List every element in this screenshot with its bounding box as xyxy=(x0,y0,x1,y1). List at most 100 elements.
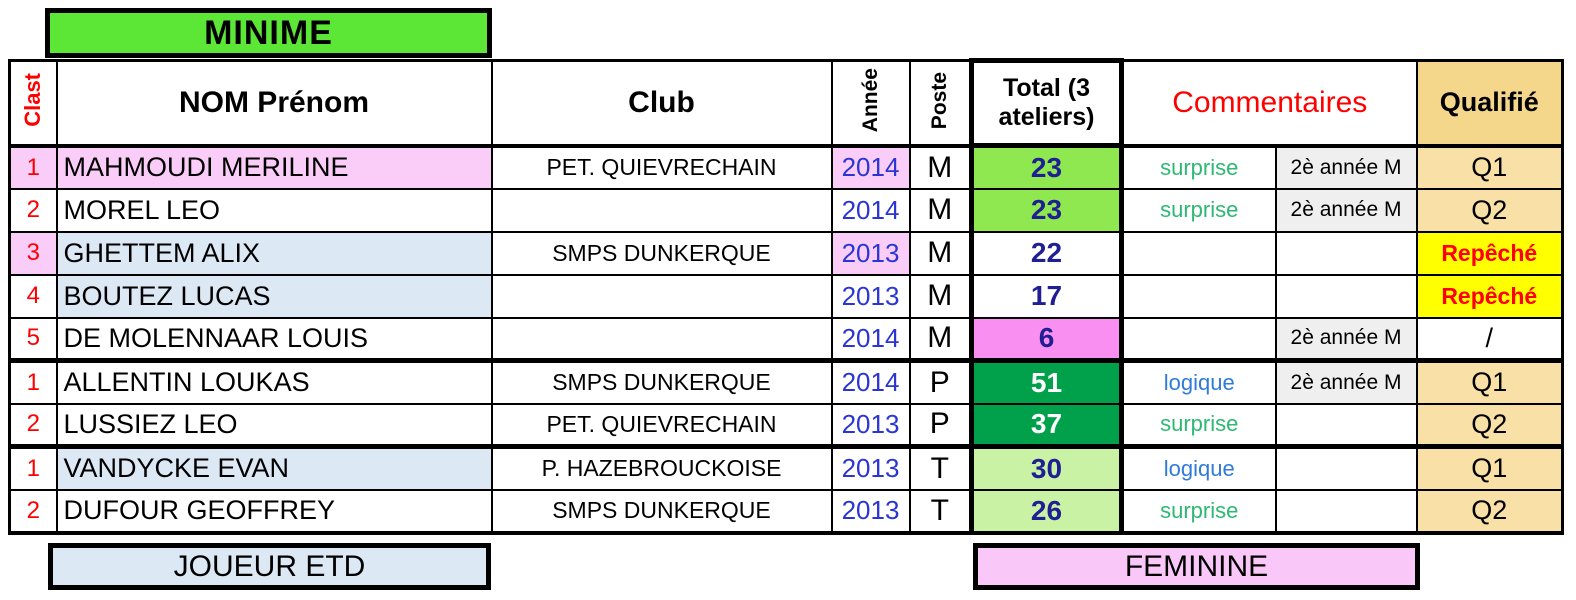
table-header-row: Clast NOM Prénom Club Année Poste Total … xyxy=(8,58,1564,148)
results-table: Clast NOM Prénom Club Année Poste Total … xyxy=(8,58,1564,535)
cell-comment: surprise xyxy=(1120,488,1277,535)
table-row: 2 LUSSIEZ LEO PET. QUIEVRECHAIN 2013 P 37 surp… xyxy=(8,402,1564,448)
cell-name: VANDYCKE EVAN xyxy=(55,444,493,491)
cell-total: 6 xyxy=(969,316,1124,362)
table-row: 1 ALLENTIN LOUKAS SMPS DUNKERQUE 2014 P 51 log… xyxy=(8,358,1564,405)
cell-note: 2è année M xyxy=(1274,358,1418,405)
header-name: NOM Prénom xyxy=(55,59,493,148)
cell-poste: M xyxy=(908,273,973,319)
cell-poste: M xyxy=(908,316,973,362)
cell-note xyxy=(1274,230,1418,276)
cell-poste: P xyxy=(908,358,973,405)
cell-clast: 1 xyxy=(8,358,58,405)
cell-poste: M xyxy=(908,230,973,276)
cell-total: 37 xyxy=(969,402,1124,448)
header-year-label: Année xyxy=(859,68,882,133)
cell-clast: 3 xyxy=(8,230,58,276)
legend-feminine-label: FEMININE xyxy=(1124,549,1269,583)
cell-club: PET. QUIEVRECHAIN xyxy=(490,144,833,190)
table-row: 4 BOUTEZ LUCAS 2013 M 17 Repêché xyxy=(8,273,1564,319)
cell-name: DUFOUR GEOFFREY xyxy=(55,488,493,535)
cell-year: 2014 xyxy=(830,358,911,405)
cell-name: LUSSIEZ LEO xyxy=(55,402,493,448)
cell-qualified: Q1 xyxy=(1415,444,1564,491)
header-clast-label: Clast xyxy=(20,73,46,128)
cell-poste: T xyxy=(908,444,973,491)
cell-club: SMPS DUNKERQUE xyxy=(490,488,833,535)
cell-qualified: Q1 xyxy=(1415,144,1564,190)
header-comments: Commentaires xyxy=(1120,59,1418,148)
cell-qualified: Q1 xyxy=(1415,358,1564,405)
cell-note: 2è année M xyxy=(1274,316,1418,362)
cell-name: DE MOLENNAAR LOUIS xyxy=(55,316,493,362)
legend-feminine-box: FEMININE xyxy=(973,543,1420,590)
cell-year: 2013 xyxy=(830,488,911,535)
cell-club: P. HAZEBROUCKOISE xyxy=(490,444,833,491)
cell-clast: 2 xyxy=(8,187,58,233)
cell-year: 2013 xyxy=(830,444,911,491)
category-title: MINIME xyxy=(204,13,333,52)
cell-note: 2è année M xyxy=(1274,144,1418,190)
cell-total: 17 xyxy=(969,273,1124,319)
cell-club: SMPS DUNKERQUE xyxy=(490,230,833,276)
category-title-box: MINIME xyxy=(45,8,492,58)
cell-comment xyxy=(1120,273,1277,319)
cell-qualified: / xyxy=(1415,316,1564,362)
cell-comment: logique xyxy=(1120,444,1277,491)
cell-clast: 1 xyxy=(8,144,58,190)
cell-club xyxy=(490,187,833,233)
cell-clast: 1 xyxy=(8,444,58,491)
cell-note xyxy=(1274,402,1418,448)
table-row: 1 VANDYCKE EVAN P. HAZEBROUCKOISE 2013 T 30 lo… xyxy=(8,444,1564,491)
cell-comment xyxy=(1120,316,1277,362)
cell-name: MOREL LEO xyxy=(55,187,493,233)
cell-total: 26 xyxy=(969,488,1124,535)
cell-qualified: Q2 xyxy=(1415,488,1564,535)
cell-comment: surprise xyxy=(1120,187,1277,233)
cell-comment: surprise xyxy=(1120,144,1277,190)
cell-year: 2013 xyxy=(830,402,911,448)
cell-year: 2014 xyxy=(830,316,911,362)
cell-clast: 2 xyxy=(8,402,58,448)
cell-total: 23 xyxy=(969,144,1124,190)
cell-note xyxy=(1274,444,1418,491)
legend-joueur-etd-box: JOUEUR ETD xyxy=(48,543,491,590)
cell-year: 2014 xyxy=(830,144,911,190)
cell-clast: 4 xyxy=(8,273,58,319)
table-row: 5 DE MOLENNAAR LOUIS 2014 M 6 2è année M / xyxy=(8,316,1564,362)
cell-name: GHETTEM ALIX xyxy=(55,230,493,276)
header-year: Année xyxy=(830,59,911,148)
table-row: 1 MAHMOUDI MERILINE PET. QUIEVRECHAIN 2014 M… xyxy=(8,144,1564,190)
cell-poste: T xyxy=(908,488,973,535)
cell-total: 23 xyxy=(969,187,1124,233)
cell-name: MAHMOUDI MERILINE xyxy=(55,144,493,190)
cell-comment: surprise xyxy=(1120,402,1277,448)
cell-note xyxy=(1274,488,1418,535)
cell-qualified: Q2 xyxy=(1415,402,1564,448)
table-row: 3 GHETTEM ALIX SMPS DUNKERQUE 2013 M 22 Repêch… xyxy=(8,230,1564,276)
cell-name: ALLENTIN LOUKAS xyxy=(55,358,493,405)
cell-comment: logique xyxy=(1120,358,1277,405)
cell-club: SMPS DUNKERQUE xyxy=(490,358,833,405)
cell-club xyxy=(490,273,833,319)
cell-poste: M xyxy=(908,187,973,233)
cell-year: 2013 xyxy=(830,273,911,319)
cell-qualified: Repêché xyxy=(1415,273,1564,319)
cell-note xyxy=(1274,273,1418,319)
cell-year: 2013 xyxy=(830,230,911,276)
header-clast: Clast xyxy=(8,59,58,148)
cell-total: 30 xyxy=(969,444,1124,491)
cell-clast: 2 xyxy=(8,488,58,535)
cell-year: 2014 xyxy=(830,187,911,233)
cell-club: PET. QUIEVRECHAIN xyxy=(490,402,833,448)
cell-club xyxy=(490,316,833,362)
cell-poste: M xyxy=(908,144,973,190)
header-poste-label: Poste xyxy=(928,71,952,129)
cell-qualified: Q2 xyxy=(1415,187,1564,233)
table-row: 2 MOREL LEO 2014 M 23 surprise 2è année M Q2 xyxy=(8,187,1564,233)
cell-poste: P xyxy=(908,402,973,448)
header-poste: Poste xyxy=(908,59,973,148)
table-row: 2 DUFOUR GEOFFREY SMPS DUNKERQUE 2013 T 26 sur… xyxy=(8,488,1564,535)
cell-name: BOUTEZ LUCAS xyxy=(55,273,493,319)
cell-note: 2è année M xyxy=(1274,187,1418,233)
